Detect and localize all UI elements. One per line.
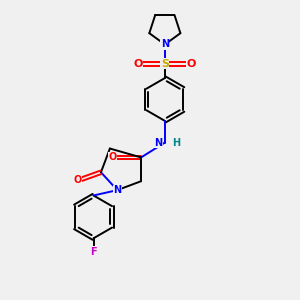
Text: S: S [161,59,169,69]
Text: F: F [90,247,97,256]
Text: O: O [73,175,81,185]
Text: N: N [161,40,169,50]
Text: H: H [172,138,180,148]
Text: O: O [134,59,143,69]
Text: O: O [108,152,116,162]
Text: O: O [187,59,196,69]
Text: N: N [113,185,122,195]
Text: N: N [154,138,163,148]
